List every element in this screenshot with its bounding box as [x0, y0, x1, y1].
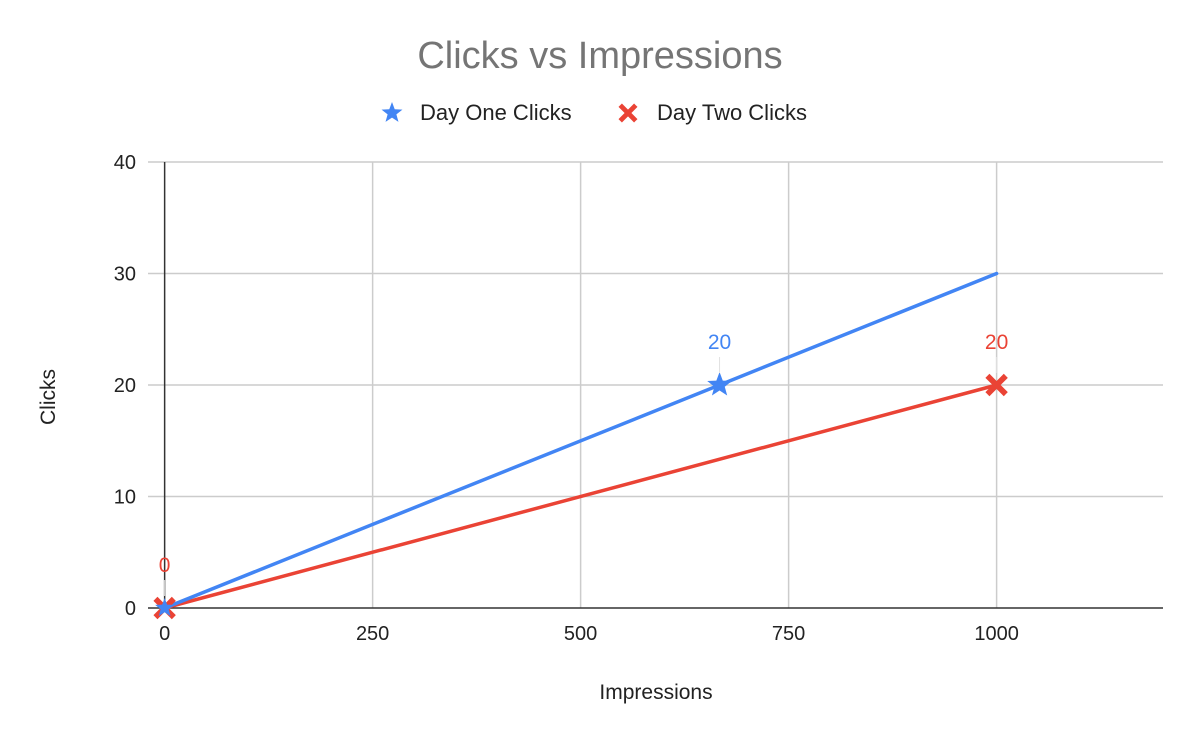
data-label-day-two: 20: [985, 331, 1008, 354]
y-tick-label: 0: [125, 598, 136, 620]
axes: [148, 162, 1163, 609]
chart-title: Clicks vs Impressions: [417, 35, 782, 77]
y-axis-title: Clicks: [37, 369, 60, 425]
tick-labels: 0 10 20 30 40 0 250 500 750 1000: [114, 152, 1019, 645]
legend-label-day-two: Day Two Clicks: [657, 100, 807, 125]
series-line-day-two: [162, 383, 999, 610]
legend-label-day-one: Day One Clicks: [420, 100, 572, 125]
data-labels: 20 0 20: [159, 331, 1008, 596]
y-tick-label: 10: [114, 487, 136, 509]
legend-item-day-one[interactable]: Day One Clicks: [381, 100, 572, 125]
legend-star-icon: [381, 102, 403, 122]
grid-lines: [148, 161, 1163, 608]
x-tick-label: 500: [564, 623, 597, 645]
data-point-day-one-origin: [155, 598, 175, 617]
y-tick-label: 20: [114, 375, 136, 397]
legend-x-icon: [618, 103, 638, 123]
x-tick-label: 0: [159, 623, 170, 645]
x-tick-label: 1000: [974, 623, 1019, 645]
x-tick-label: 750: [772, 623, 805, 645]
x-axis-title: Impressions: [599, 681, 712, 704]
y-tick-label: 40: [114, 152, 136, 174]
legend-item-day-two[interactable]: Day Two Clicks: [618, 100, 807, 125]
data-point-day-one: [707, 372, 732, 396]
data-point-day-two: [985, 373, 1008, 397]
y-tick-label: 30: [114, 264, 136, 286]
series-markers: [153, 372, 1008, 620]
data-label-day-one: 20: [708, 331, 731, 354]
legend: Day One Clicks Day Two Clicks: [381, 100, 807, 125]
data-label-day-two: 0: [159, 554, 171, 577]
x-tick-label: 250: [356, 623, 389, 645]
